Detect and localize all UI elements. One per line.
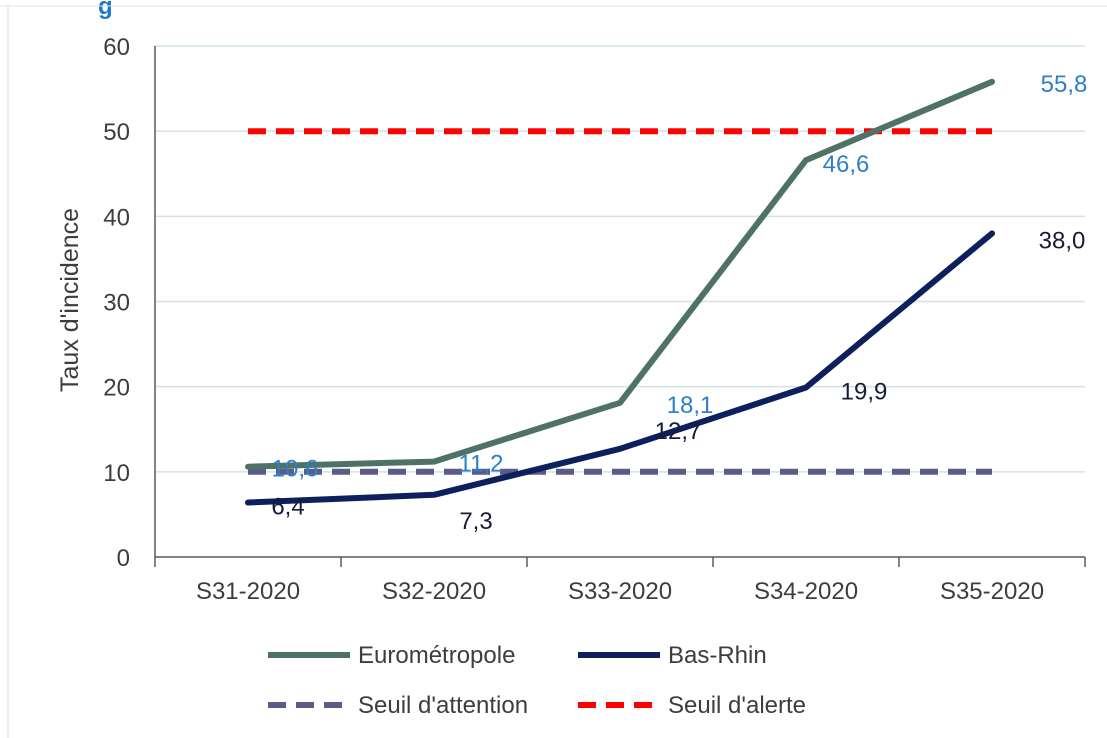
data-label-bas-rhin: 19,9 — [841, 379, 888, 406]
legend: Eurométropole Bas-Rhin Seuil d'attention… — [268, 642, 806, 719]
series-line-eurometropole — [245, 78, 995, 470]
chart-title-fragment: g — [98, 0, 113, 20]
y-tick-label: 50 — [103, 119, 130, 146]
data-label-bas-rhin: 38,0 — [1039, 227, 1086, 254]
data-label-eurometropole: 18,1 — [667, 392, 714, 419]
y-axis-label: Taux d'incidence — [56, 208, 84, 392]
data-label-eurometropole: 55,8 — [1041, 71, 1088, 98]
data-label-bas-rhin: 6,4 — [271, 493, 304, 520]
x-tick-label: S33-2020 — [568, 578, 672, 605]
data-label-eurometropole: 10,6 — [272, 456, 319, 483]
y-tick-label: 10 — [103, 460, 130, 487]
x-tick-label: S32-2020 — [382, 578, 486, 605]
legend-item-eurometropole: Eurométropole — [268, 642, 515, 669]
data-label-bas-rhin: 7,3 — [459, 508, 492, 535]
data-label-eurometropole: 11,2 — [459, 451, 504, 478]
legend-item-seuil-attention: Seuil d'attention — [268, 692, 528, 719]
gridlines — [155, 45, 1085, 473]
axes — [154, 46, 1086, 567]
legend-item-seuil-alerte: Seuil d'alerte — [578, 692, 806, 719]
series-lines — [245, 78, 995, 506]
x-tick-label: S34-2020 — [754, 578, 858, 605]
legend-label-seuil-alerte: Seuil d'alerte — [668, 692, 806, 719]
x-axis-ticks: S31-2020 S32-2020 S33-2020 S34-2020 S35-2020 — [196, 578, 1044, 605]
x-tick-label: S31-2020 — [196, 578, 300, 605]
data-label-eurometropole: 46,6 — [823, 151, 870, 178]
x-tick-label: S35-2020 — [940, 578, 1044, 605]
y-tick-label: 60 — [103, 34, 130, 61]
data-label-bas-rhin: 12,7 — [655, 418, 702, 445]
y-tick-label: 40 — [103, 204, 130, 231]
legend-label-seuil-attention: Seuil d'attention — [358, 692, 528, 719]
y-axis-ticks: 0 10 20 30 40 50 60 — [103, 34, 130, 572]
legend-label-bas-rhin: Bas-Rhin — [668, 642, 767, 669]
data-labels: 10,6 11,2 18,1 46,6 55,8 6,4 7,3 12,7 19,9 38,0 — [271, 71, 1087, 535]
legend-label-eurometropole: Eurométropole — [358, 642, 515, 669]
legend-item-bas-rhin: Bas-Rhin — [578, 642, 767, 669]
y-tick-label: 0 — [117, 545, 130, 572]
y-tick-label: 20 — [103, 375, 130, 402]
y-tick-label: 30 — [103, 290, 130, 317]
